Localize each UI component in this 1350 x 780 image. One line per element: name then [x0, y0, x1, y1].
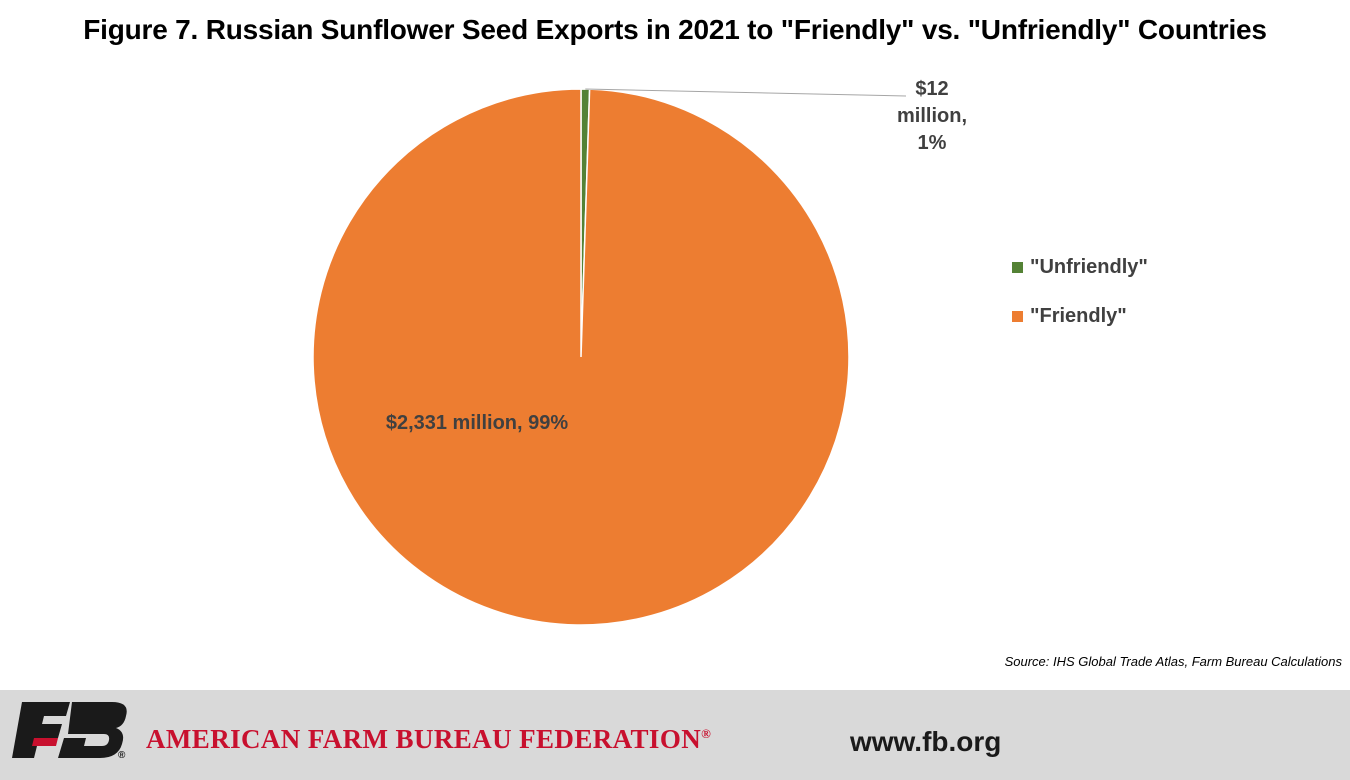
pie-chart: $12 million, 1% $2,331 million, 99% — [312, 78, 967, 626]
leader-line-unfriendly — [585, 88, 907, 97]
legend-label-unfriendly: "Unfriendly" — [1030, 255, 1148, 278]
org-name: AMERICAN FARM BUREAU FEDERATION® — [146, 724, 711, 755]
legend-item-friendly: "Friendly" — [1012, 304, 1148, 328]
legend-item-unfriendly: "Unfriendly" — [1012, 255, 1148, 279]
fb-logo-red-stripe — [32, 738, 58, 746]
org-registered-mark: ® — [701, 726, 712, 741]
legend-swatch-friendly — [1012, 310, 1023, 322]
source-note: Source: IHS Global Trade Atlas, Farm Bur… — [1004, 654, 1342, 669]
data-label-friendly: $2,331 million, 99% — [386, 412, 569, 434]
fb-logo-b-shape — [58, 702, 127, 758]
chart-legend: "Unfriendly" "Friendly" — [1012, 255, 1148, 353]
footer-banner: ® AMERICAN FARM BUREAU FEDERATION® www.f… — [0, 690, 1350, 780]
fb-logo-registered: ® — [118, 750, 126, 758]
chart-title: Figure 7. Russian Sunflower Seed Exports… — [83, 14, 1267, 45]
fb-logo: ® — [12, 702, 127, 758]
pie-slice-friendly — [312, 88, 850, 626]
org-name-text: AMERICAN FARM BUREAU FEDERATION — [146, 724, 702, 754]
data-label-unfriendly: $12 million, 1% — [897, 78, 967, 154]
website-link[interactable]: www.fb.org — [850, 726, 1002, 757]
legend-label-friendly: "Friendly" — [1030, 304, 1127, 327]
legend-swatch-unfriendly — [1012, 261, 1023, 273]
fb-logo-f-shape — [12, 702, 70, 758]
